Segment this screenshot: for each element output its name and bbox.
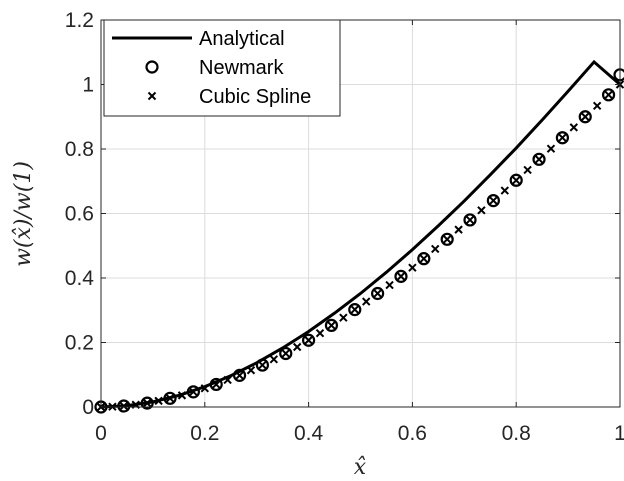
newmark-point: [532, 152, 546, 166]
cubic-spline-point: [258, 360, 267, 370]
newmark-point: [348, 303, 362, 317]
newmark-point: [578, 110, 592, 124]
cubic-spline-point: [165, 394, 175, 403]
newmark-point: [186, 385, 200, 399]
cubic-spline-point: [212, 380, 221, 389]
legend-label: Newmark: [199, 57, 284, 79]
cubic-spline-point: [292, 342, 302, 352]
cubic-spline-point: [477, 206, 486, 215]
cubic-spline-point: [546, 144, 556, 153]
newmark-point: [279, 346, 293, 361]
cubic-spline-point: [604, 90, 613, 100]
legend-label: Analytical: [199, 28, 285, 50]
x-tick-label: 0.6: [398, 422, 427, 445]
newmark-point: [509, 173, 523, 187]
cubic-spline-point: [396, 272, 406, 281]
newmark-point: [209, 377, 223, 392]
x-tick-label: 0.2: [190, 422, 219, 445]
y-tick-label: 0.4: [65, 267, 95, 290]
newmark-point: [440, 232, 454, 246]
cubic-spline-point: [327, 321, 336, 330]
cubic-spline-point: [269, 355, 279, 364]
cubic-spline-point: [373, 289, 382, 298]
cubic-spline-point: [581, 112, 590, 121]
y-tick-label: 0.8: [65, 138, 94, 161]
newmark-point: [463, 213, 477, 227]
cubic-spline-point: [419, 254, 429, 263]
cubic-spline-point: [511, 176, 521, 185]
cubic-spline-point: [119, 401, 129, 411]
cubic-spline-point: [442, 235, 452, 244]
newmark-point: [324, 318, 339, 333]
cubic-spline-point: [592, 101, 602, 110]
legend-circle-sample: [145, 60, 159, 74]
legend-entries: Analytical Newmark Cubic Spline: [112, 28, 311, 108]
x-tick-label: 0: [95, 422, 107, 445]
y-tick-label: 0.2: [65, 332, 94, 355]
cubic-spline-point: [431, 244, 440, 254]
cubic-spline-point: [304, 336, 313, 345]
cubic-spline-point: [200, 384, 210, 393]
y-tick-label: 0: [82, 396, 94, 419]
newmark-point: [417, 252, 431, 266]
newmark-point: [255, 358, 270, 372]
cubic-spline-point: [489, 196, 498, 205]
cubic-spline-point: [408, 263, 417, 272]
x-axis-label: x̂: [354, 455, 367, 480]
cubic-spline-point: [534, 155, 544, 164]
cubic-spline-point: [454, 225, 463, 234]
tick-labels: 0 0.2 0.4 0.6 0.8 1 0 0.2 0.4 0.6 0.8 1 1.2: [65, 9, 624, 445]
newmark-point: [117, 399, 131, 413]
cubic-spline-point: [558, 133, 567, 142]
newmark-point: [486, 194, 500, 208]
newmark-point: [163, 391, 177, 405]
cubic-spline-point: [142, 398, 152, 408]
newmark-point: [302, 333, 316, 347]
y-tick-label: 1.2: [65, 9, 94, 32]
cubic-spline-point: [500, 186, 509, 195]
newmark-point: [394, 269, 408, 283]
legend: Analytical Newmark Cubic Spline: [103, 19, 341, 117]
newmark-point: [232, 368, 247, 382]
series-layer: [94, 59, 624, 414]
y-tick-label: 0.6: [65, 203, 94, 226]
legend-label: Cubic Spline: [199, 86, 311, 108]
cubic-spline-point: [339, 313, 348, 322]
x-tick-label: 1: [614, 422, 624, 445]
cubic-spline-point: [235, 371, 244, 380]
newmark-point: [140, 396, 154, 410]
cubic-spline-point: [246, 366, 256, 375]
newmark-point: [555, 131, 569, 145]
cubic-spline-point: [177, 391, 187, 400]
cubic-spline-point: [569, 123, 579, 132]
newmark-point: [601, 88, 616, 102]
cubic-spline-point: [465, 215, 475, 225]
cubic-spline-point: [154, 396, 163, 406]
legend-box: [103, 19, 341, 117]
x-tick-label: 0.8: [502, 422, 531, 445]
cubic-spline-point: [281, 349, 290, 358]
newmark-point: [371, 286, 385, 301]
y-tick-label: 1: [82, 74, 94, 97]
cubic-spline-point: [362, 297, 371, 306]
cubic-spline-point: [315, 328, 325, 338]
cubic-spline-point: [350, 305, 359, 314]
y-axis-label: w(x̂)/w(1): [11, 161, 36, 267]
cubic-spline-point: [385, 280, 394, 290]
x-tick-label: 0.4: [294, 422, 324, 445]
cubic-spline-point: [189, 387, 198, 397]
cubic-spline-point: [223, 375, 232, 385]
legend-x-sample: [147, 91, 157, 101]
cubic-spline-point: [523, 165, 532, 175]
